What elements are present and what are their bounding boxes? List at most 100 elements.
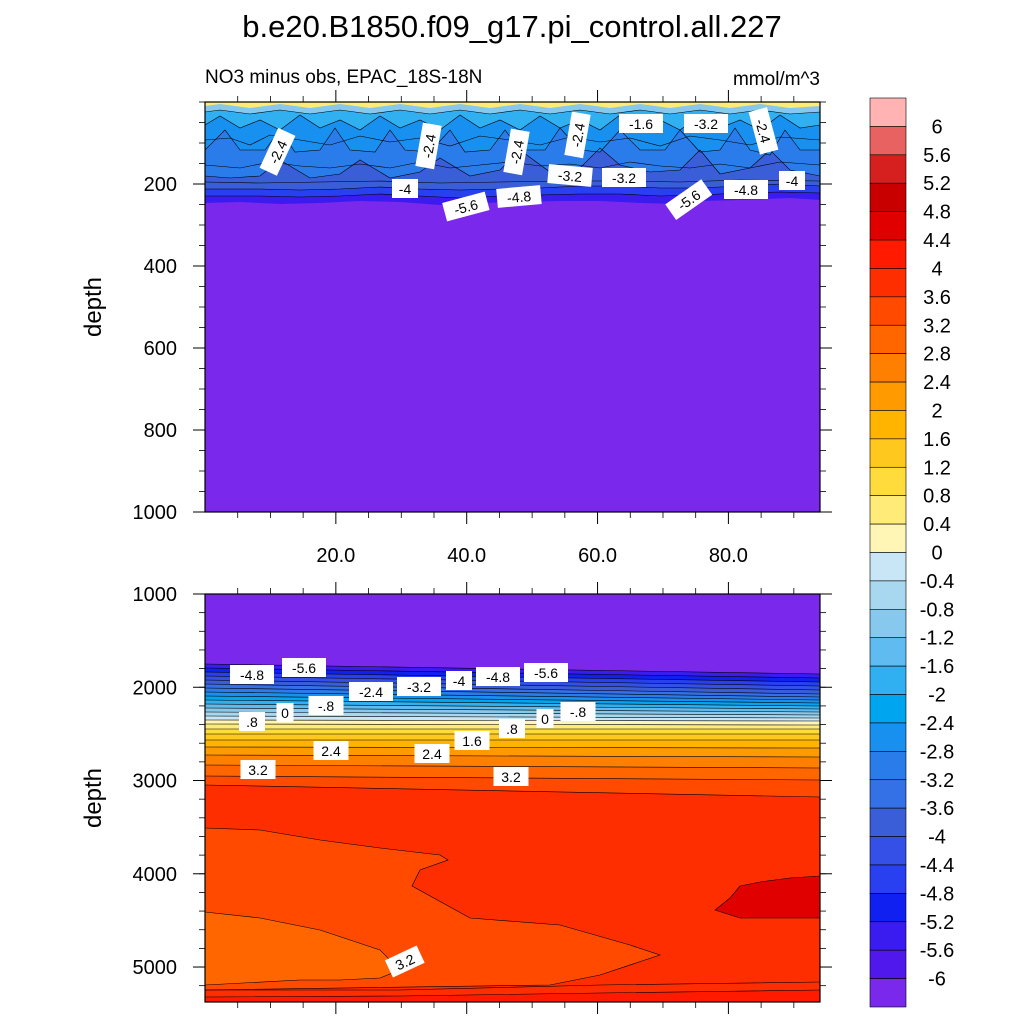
upper-surface-band: [205, 102, 820, 108]
x-tick-label: 40.0: [447, 545, 486, 567]
contour-label-bg: [493, 767, 529, 786]
contour-label: -4: [779, 171, 805, 190]
colorbar-swatch: [869, 722, 907, 752]
colorbar-label: -0.8: [920, 599, 954, 621]
colorbar-label: 2: [931, 400, 942, 422]
contour-label-text: 2.4: [321, 743, 341, 759]
colorbar-label: 2.4: [923, 372, 951, 394]
contour-label: 3.2: [240, 760, 276, 779]
colorbar-swatch: [869, 864, 907, 894]
colorbar-swatch: [869, 182, 907, 212]
contour-label-bg: [442, 191, 490, 222]
colorbar-swatch: [869, 324, 907, 354]
colorbar-label: 0.8: [923, 486, 951, 508]
lower-contour-labels: -4.8 -5.6 -2.4 -3.2 -4 -4.8 -5.6 0 -.8 -.8 0 .8 .8 1.…: [230, 658, 596, 978]
contour-label: -2.4: [503, 128, 530, 176]
contour-label-text: -4.8: [240, 667, 264, 683]
contour-label-text: -4: [399, 181, 412, 197]
colorbar-label: 1.2: [923, 457, 951, 479]
upper-panel: 200 400 600 800 1000 20.0 40.0 60.0 80.0 -2.4 -2.…: [80, 90, 832, 567]
colorbar-label: 4.8: [923, 202, 951, 224]
contour-label-text: -4.8: [486, 669, 510, 685]
colorbar-label: 3.6: [923, 287, 951, 309]
contour-label-text: -2.4: [752, 117, 774, 145]
contour-label: -4.8: [230, 665, 274, 684]
colorbar-swatch: [869, 836, 907, 866]
lower-band-44-patch: [715, 876, 820, 918]
colorbar-label: 0.4: [923, 514, 951, 536]
chart-subtitle: NO3 minus obs, EPAC_18S-18N: [205, 67, 482, 88]
lower-y-axis-label: depth: [80, 768, 107, 828]
colorbar-label: -6: [928, 969, 946, 991]
colorbar-label: -5.2: [920, 912, 954, 934]
colorbar-swatch: [869, 353, 907, 383]
upper-axis-ticks: 200 400 600 800 1000 20.0 40.0 60.0 80.0: [133, 90, 832, 567]
contour-label-text: 0: [541, 711, 549, 727]
contour-label-bg: [349, 682, 393, 701]
contour-label: -3.2: [547, 164, 593, 187]
contour-label-bg: [536, 709, 554, 728]
contour-label-bg: [282, 658, 326, 677]
contour-label-bg: [446, 671, 472, 690]
contour-label: -.8: [560, 702, 596, 721]
contour-label-text: -1.6: [629, 116, 653, 132]
upper-contour-lines: [205, 109, 820, 199]
contour-label: -3.2: [602, 168, 646, 187]
colorbar-label: -3.2: [920, 770, 954, 792]
contour-label-bg: [665, 179, 713, 220]
contour-label-text: 3.2: [248, 762, 268, 778]
colorbar-swatch: [869, 523, 907, 553]
contour-label: 3.2: [493, 767, 529, 786]
lower-contour-field: [205, 594, 820, 1002]
colorbar-label: 1.6: [923, 429, 951, 451]
colorbar-label: -3.6: [920, 798, 954, 820]
upper-contour-labels: -2.4 -2.4 -2.4-2.4 -1.6 -3.2 -2.4-4-5.6 -4.8-3…: [259, 107, 805, 222]
colorbar-label: 6: [931, 116, 942, 138]
contour-label: -3.2: [397, 677, 441, 696]
colorbar-label: 5.6: [923, 145, 951, 167]
y-tick-label: 600: [144, 338, 177, 360]
contour-label-bg: [259, 127, 296, 176]
y-tick-label: 5000: [133, 957, 178, 979]
contour-label-text: -3.2: [557, 167, 583, 185]
colorbar-label: -1.2: [920, 628, 954, 650]
contour-label-text: -4: [786, 173, 799, 189]
contour-label-text: -3.2: [612, 170, 636, 186]
colorbar-swatch: [869, 296, 907, 326]
contour-label-text: 3.2: [393, 951, 418, 974]
y-tick-label: 3000: [133, 771, 178, 793]
colorbar-swatch: [869, 268, 907, 298]
colorbar-label: 5.2: [923, 173, 951, 195]
contour-label-bg: [240, 760, 276, 779]
colorbar-label: 3.2: [923, 315, 951, 337]
contour-label: 0: [536, 709, 554, 728]
contour-label: .8: [499, 719, 525, 738]
colorbar-label: -4: [928, 827, 946, 849]
colorbar-swatch: [869, 978, 907, 1008]
contour-label-bg: [276, 703, 294, 722]
colorbar-label: -4.8: [920, 883, 954, 905]
contour-label-text: -5.6: [452, 196, 480, 218]
contour-label: -4.8: [496, 185, 542, 208]
contour-label: -.8: [308, 696, 344, 715]
contour-label-text: -3.2: [694, 116, 718, 132]
x-tick-label: 60.0: [578, 545, 617, 567]
contour-label: 0: [276, 703, 294, 722]
colorbar-swatch: [869, 694, 907, 724]
contour-label-bg: [524, 663, 568, 682]
contour-label-bg: [724, 180, 768, 199]
contour-label-bg: [496, 185, 542, 208]
contour-label: 2.4: [313, 741, 349, 760]
contour-label: -2.4: [415, 122, 442, 170]
colorbar-swatch: [869, 154, 907, 184]
contour-label-bg: [239, 712, 265, 731]
contour-label-text: .8: [506, 721, 518, 737]
contour-label-bg: [415, 122, 442, 170]
colorbar-swatch: [869, 239, 907, 269]
contour-label-bg: [308, 696, 344, 715]
colorbar-swatch: [869, 126, 907, 156]
y-tick-label: 200: [144, 174, 177, 196]
colorbar-label: -1.6: [920, 656, 954, 678]
colorbar-swatch: [869, 807, 907, 837]
contour-label-bg: [384, 945, 425, 978]
